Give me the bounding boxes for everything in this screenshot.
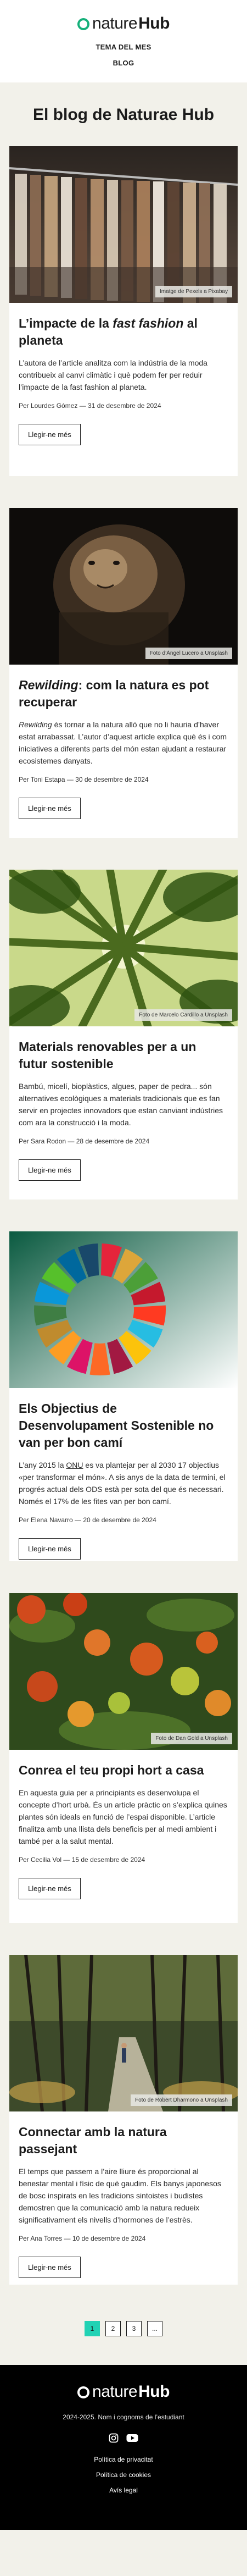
post-excerpt: L’any 2015 la ONU es va plantejar per al… (19, 1461, 226, 1506)
main-nav: TEMA DEL MES BLOG (0, 43, 247, 67)
post-list: Imatge de Pexels a Pixabay L’impacte de … (0, 146, 247, 2285)
post-card: Els Objectius de Desenvolupament Sosteni… (9, 1231, 238, 1561)
read-more-button[interactable]: Llegir-ne més (19, 2257, 81, 2278)
instagram-icon[interactable] (109, 2433, 119, 2446)
post-card: Imatge de Pexels a Pixabay L’impacte de … (9, 146, 238, 476)
post-title[interactable]: Conrea el teu propi hort a casa (19, 1763, 204, 1777)
read-more-button[interactable]: Llegir-ne més (19, 798, 81, 819)
sdg-wheel-segment (113, 1248, 143, 1284)
sdg-wheel-segment (133, 1305, 166, 1326)
post-excerpt: El temps que passem a l’aire lliure és p… (19, 2167, 221, 2224)
sdg-wheel-segment (66, 1339, 93, 1374)
nav-item-blog[interactable]: BLOG (113, 59, 134, 67)
site-logo[interactable]: nature Hub (77, 14, 170, 33)
page-2-button[interactable]: 2 (105, 2321, 121, 2336)
sdg-wheel-segment (124, 1262, 158, 1293)
read-more-button[interactable]: Llegir-ne més (19, 424, 81, 445)
post-excerpt: Rewilding és tornar a la natura allò que… (19, 720, 227, 765)
sdg-wheel-segment (37, 1319, 72, 1348)
post-card: Foto de Marcelo Cardillo a Unsplash Mate… (9, 870, 238, 1199)
post-excerpt: L’autora de l’article analitza com la in… (19, 358, 207, 391)
post-meta: Per Lourdes Gómez — 31 de desembre de 20… (19, 402, 161, 410)
post-image: Foto de Robert Dharmono a Unsplash (9, 1955, 238, 2111)
post-excerpt: Bambú, micelí, bioplàstics, algues, pape… (19, 1082, 223, 1127)
sdg-wheel-segment (131, 1281, 166, 1306)
logo-text-bold: Hub (138, 2382, 170, 2401)
sdg-wheel-segment (127, 1319, 163, 1348)
footer-link-legal[interactable]: Avís legal (109, 2486, 138, 2494)
sdg-wheel-segment (34, 1281, 69, 1306)
post-title[interactable]: Connectar amb la natura passejant (19, 2125, 167, 2156)
post-meta: Per Sara Rodon — 28 de desembre de 2024 (19, 1137, 150, 1145)
post-card: Foto d’Ángel Lucero a Unsplash Rewilding… (9, 508, 238, 838)
post-image: Foto de Dan Gold a Unsplash (9, 1593, 238, 1750)
post-title[interactable]: Els Objectius de Desenvolupament Sosteni… (19, 1401, 214, 1450)
footer-link-cookies[interactable]: Política de cookies (96, 2471, 151, 2479)
page-1-button[interactable]: 1 (85, 2321, 100, 2336)
logo-circle-icon (77, 18, 90, 30)
read-more-button[interactable]: Llegir-ne més (19, 1538, 81, 1560)
nav-item-tema-del-mes[interactable]: TEMA DEL MES (96, 43, 151, 51)
footer-link-privacy[interactable]: Política de privacitat (94, 2456, 153, 2463)
image-credit: Foto d’Ángel Lucero a Unsplash (145, 648, 232, 659)
logo-text-bold: Hub (138, 14, 170, 32)
post-title[interactable]: Materials renovables per a un futur sost… (19, 1040, 197, 1071)
post-card: Foto de Dan Gold a Unsplash Conrea el te… (9, 1593, 238, 1923)
logo-text-light: nature (92, 14, 138, 32)
footer-links: Política de privacitat Política de cooki… (0, 2456, 247, 2494)
post-image: Foto de Marcelo Cardillo a Unsplash (9, 870, 238, 1026)
pagination: 1 2 3 ... (0, 2317, 247, 2365)
post-image: Imatge de Pexels a Pixabay (9, 146, 238, 303)
post-title[interactable]: Rewilding: com la natura es pot recupera… (19, 678, 209, 709)
sdg-wheel-segment (34, 1305, 67, 1326)
sdg-wheel-segment (100, 1243, 122, 1278)
post-image: Foto d’Ángel Lucero a Unsplash (9, 508, 238, 665)
site-footer: nature Hub 2024-2025. Nom i cognoms de l… (0, 2365, 247, 2530)
sdg-wheel-segment (89, 1343, 110, 1375)
page-more-button[interactable]: ... (147, 2321, 162, 2336)
page-3-button[interactable]: 3 (126, 2321, 142, 2336)
post-meta: Per Ana Torres — 10 de desembre de 2024 (19, 2235, 146, 2242)
page-title: El blog de Naturae Hub (32, 106, 215, 124)
image-credit: Foto de Robert Dharmono a Unsplash (131, 2094, 232, 2106)
image-credit: Foto de Marcelo Cardillo a Unsplash (134, 1009, 232, 1021)
read-more-button[interactable]: Llegir-ne més (19, 1878, 81, 1899)
image-credit: Imatge de Pexels a Pixabay (155, 286, 232, 297)
post-image (9, 1231, 238, 1388)
sdg-wheel-segment (48, 1330, 81, 1365)
sdg-wheel-segment (107, 1339, 133, 1374)
onu-link[interactable]: ONU (66, 1461, 83, 1469)
post-meta: Per Toni Estapa — 30 de desembre de 2024 (19, 776, 149, 783)
sdg-wheel-segment (42, 1262, 76, 1293)
image-credit: Foto de Dan Gold a Unsplash (151, 1733, 232, 1744)
post-meta: Per Elena Navarro — 20 de desembre de 20… (19, 1516, 156, 1524)
copyright: 2024-2025. Nom i cognoms de l’estudiant (63, 2413, 184, 2421)
youtube-icon[interactable] (126, 2433, 138, 2446)
social-links (0, 2433, 247, 2446)
post-meta: Per Cecilia Vol — 15 de desembre de 2024 (19, 1856, 145, 1864)
sdg-wheel-segment (78, 1243, 99, 1278)
logo-text-light: nature (92, 2382, 138, 2401)
sdg-wheel-segment (119, 1330, 151, 1365)
post-title[interactable]: L’impacte de la fast fashion al planeta (19, 316, 198, 347)
sdg-wheel-segment (57, 1248, 87, 1284)
footer-logo[interactable]: nature Hub (77, 2382, 170, 2401)
site-header: nature Hub TEMA DEL MES BLOG (0, 0, 247, 82)
logo-circle-icon (77, 2386, 90, 2398)
read-more-button[interactable]: Llegir-ne més (19, 1159, 81, 1181)
post-card: Foto de Robert Dharmono a Unsplash Conne… (9, 1955, 238, 2285)
post-excerpt: En aquesta guia per a principiants es de… (19, 1788, 227, 1845)
